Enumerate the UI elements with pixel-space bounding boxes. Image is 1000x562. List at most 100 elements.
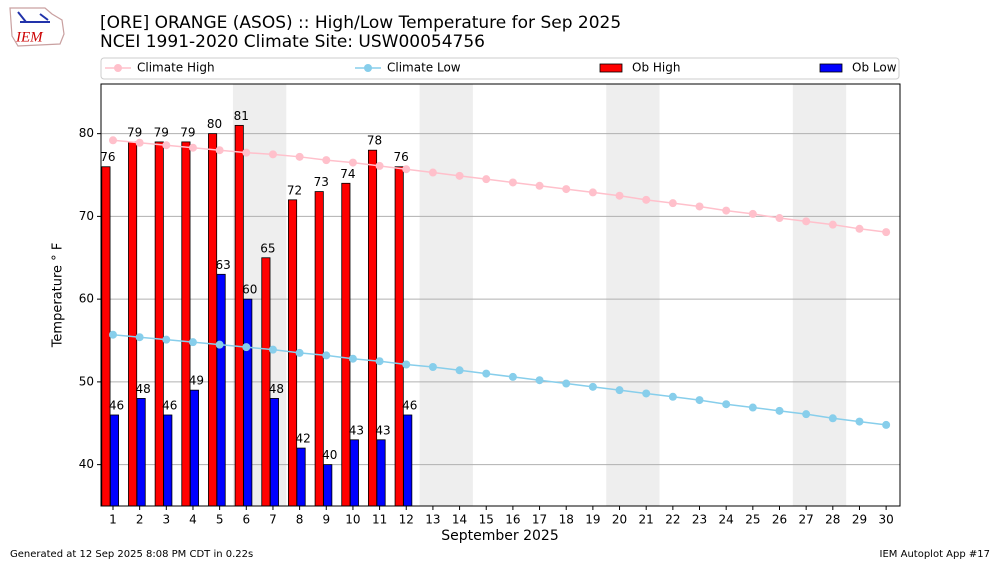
climate-point: [828, 220, 837, 229]
climate-point: [722, 206, 731, 215]
x-tick-label: 11: [372, 513, 387, 527]
climate-point: [188, 338, 197, 347]
climate-point: [295, 152, 304, 161]
climate-point: [668, 392, 677, 401]
legend-label: Ob High: [632, 61, 680, 75]
climate-point: [322, 156, 331, 165]
bar-label: 63: [215, 258, 230, 272]
weekend-shade: [419, 84, 473, 506]
bar: [181, 141, 191, 507]
climate-point: [455, 366, 464, 375]
climate-point: [722, 400, 731, 409]
weekend-shade: [606, 84, 660, 506]
climate-point: [668, 199, 677, 208]
x-tick-label: 14: [452, 513, 467, 527]
bar-label: 40: [322, 448, 337, 462]
bar-label: 49: [189, 374, 204, 388]
bar-label: 74: [340, 167, 355, 181]
x-tick-label: 13: [425, 513, 440, 527]
bar-label: 76: [100, 150, 115, 164]
legend-label: Climate Low: [387, 61, 461, 75]
bar: [128, 141, 138, 507]
logo-text: IEM: [15, 29, 44, 45]
x-tick-label: 15: [479, 513, 494, 527]
bar-label: 81: [234, 109, 249, 123]
logo: IEM: [9, 7, 65, 47]
bar: [394, 166, 404, 507]
chart-title: [ORE] ORANGE (ASOS) :: High/Low Temperat…: [100, 13, 621, 33]
legend-marker: [364, 64, 372, 72]
climate-point: [135, 333, 144, 342]
climate-point: [428, 362, 437, 371]
bar: [216, 273, 226, 507]
x-tick-label: 6: [242, 513, 250, 527]
bar-label: 76: [394, 150, 409, 164]
climate-point: [348, 158, 357, 167]
climate-point: [455, 171, 464, 180]
bar-label: 48: [269, 382, 284, 396]
bar: [101, 166, 111, 507]
climate-point: [375, 357, 384, 366]
bar: [323, 464, 333, 507]
bar-label: 73: [314, 175, 329, 189]
bar: [154, 141, 164, 507]
bar-label: 46: [162, 398, 177, 412]
climate-point: [642, 195, 651, 204]
bar: [376, 439, 386, 507]
climate-point: [748, 403, 757, 412]
climate-point: [855, 417, 864, 426]
climate-point: [188, 143, 197, 152]
x-tick-label: 19: [585, 513, 600, 527]
bar-label: 43: [349, 423, 364, 437]
climate-point: [535, 376, 544, 385]
climate-point: [295, 348, 304, 357]
x-tick-label: 17: [532, 513, 547, 527]
climate-point: [615, 191, 624, 200]
climate-point: [482, 369, 491, 378]
climate-point: [268, 150, 277, 159]
bar: [269, 398, 279, 507]
x-tick-label: 9: [322, 513, 330, 527]
y-axis-label: Temperature ° F: [51, 243, 66, 349]
bar-label: 43: [375, 423, 390, 437]
climate-point: [802, 217, 811, 226]
bar-label: 79: [154, 125, 169, 139]
chart-subtitle: NCEI 1991-2020 Climate Site: USW00054756: [100, 32, 485, 52]
x-tick-label: 7: [269, 513, 277, 527]
climate-point: [108, 136, 117, 145]
climate-point: [268, 345, 277, 354]
x-tick-label: 10: [345, 513, 360, 527]
x-tick-label: 22: [665, 513, 680, 527]
y-tick-label: 80: [79, 126, 94, 140]
climate-point: [695, 202, 704, 211]
bar-label: 80: [207, 117, 222, 131]
legend-marker: [114, 64, 122, 72]
footer-right: IEM Autoplot App #17: [880, 549, 990, 560]
legend-label: Climate High: [137, 61, 215, 75]
climate-point: [775, 214, 784, 223]
footer-left: Generated at 12 Sep 2025 8:08 PM CDT in …: [10, 549, 253, 560]
bar: [109, 414, 119, 507]
y-tick-label: 40: [79, 457, 94, 471]
x-tick-label: 23: [692, 513, 707, 527]
bar: [234, 124, 244, 507]
legend-label: Ob Low: [852, 61, 897, 75]
climate-point: [802, 410, 811, 419]
x-tick-label: 2: [136, 513, 144, 527]
legend-swatch: [599, 63, 623, 73]
legend-swatch: [819, 63, 843, 73]
bar-label: 79: [127, 125, 142, 139]
x-tick-label: 12: [399, 513, 414, 527]
logo-lines: [17, 11, 50, 23]
climate-point: [588, 382, 597, 391]
climate-point: [562, 185, 571, 194]
x-tick-label: 21: [639, 513, 654, 527]
climate-point: [562, 379, 571, 388]
climate-point: [402, 360, 411, 369]
climate-point: [108, 330, 117, 339]
climate-line: [112, 139, 887, 233]
climate-point: [855, 224, 864, 233]
x-tick-label: 8: [296, 513, 304, 527]
climate-point: [242, 148, 251, 157]
